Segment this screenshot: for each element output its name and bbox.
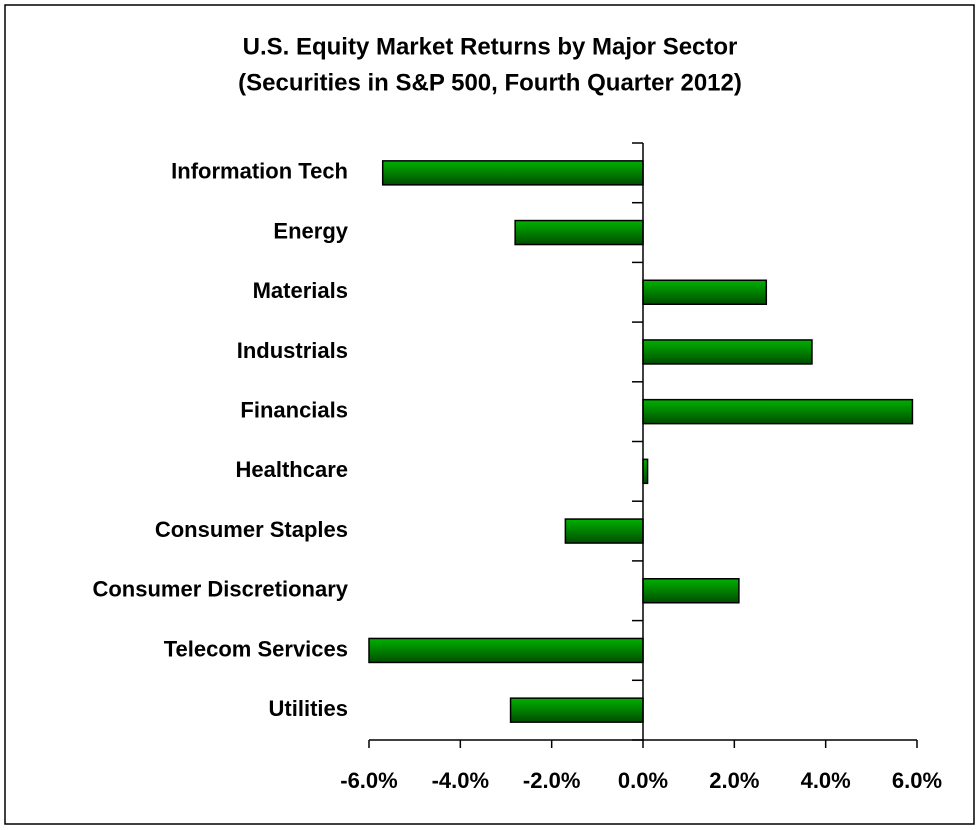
y-tick-label: Information Tech (171, 159, 348, 184)
x-tick-label: -4.0% (432, 768, 489, 793)
bar (642, 279, 768, 305)
y-tick-label: Energy (273, 218, 348, 243)
bar (642, 578, 740, 604)
bar (642, 339, 813, 365)
bar (514, 219, 644, 246)
x-tick-label: -2.0% (523, 768, 580, 793)
bar (381, 160, 644, 186)
chart-title: U.S. Equity Market Returns by Major Sect… (243, 33, 738, 60)
y-tick-label: Industrials (237, 338, 348, 363)
x-tick-label: 0.0% (618, 768, 668, 793)
y-tick-label: Consumer Discretionary (92, 577, 348, 602)
x-tick-label: -6.0% (340, 768, 397, 793)
x-tick-label: 2.0% (709, 768, 759, 793)
x-tick-label: 6.0% (892, 768, 942, 793)
y-tick-label: Telecom Services (164, 636, 348, 661)
y-tick-label: Financials (240, 397, 348, 422)
x-tick-label: 4.0% (801, 768, 851, 793)
y-tick-label: Healthcare (235, 457, 348, 482)
y-tick-label: Consumer Staples (155, 517, 348, 542)
bar (564, 518, 644, 544)
bar (368, 637, 644, 664)
chart-subtitle: (Securities in S&P 500, Fourth Quarter 2… (238, 69, 742, 96)
y-tick-label: Materials (253, 278, 348, 303)
bar (509, 697, 644, 723)
y-tick-label: Utilities (269, 696, 348, 721)
bar (642, 398, 914, 425)
